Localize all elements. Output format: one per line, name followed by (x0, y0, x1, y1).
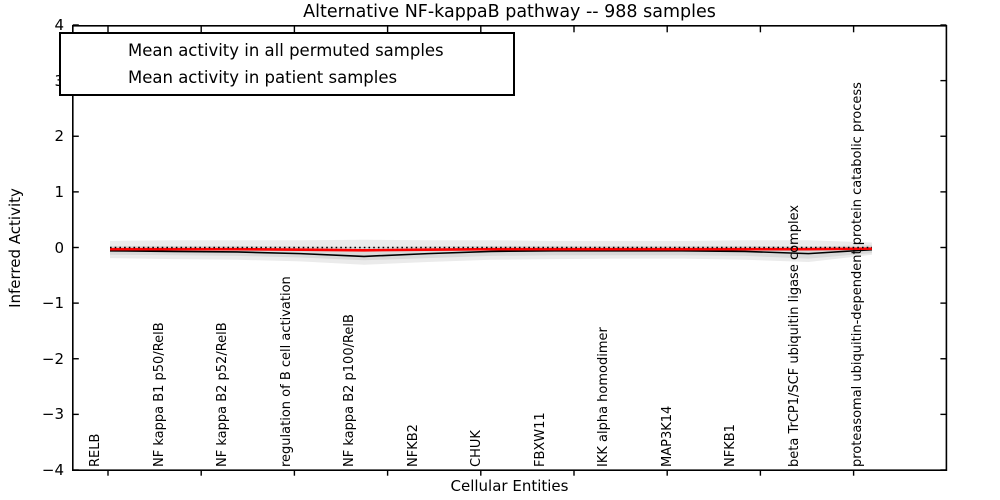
y-tick-label: 1 (54, 182, 64, 201)
chart-title: Alternative NF-kappaB pathway -- 988 sam… (303, 2, 716, 22)
y-axis-label: Inferred Activity (6, 188, 24, 308)
y-tick-label: −1 (41, 294, 64, 313)
legend: Mean activity in all permuted samples Me… (59, 32, 515, 96)
x-tick-label: CHUK (469, 430, 484, 467)
x-tick-label: regulation of B cell activation (278, 276, 294, 467)
legend-label-permuted: Mean activity in all permuted samples (128, 40, 444, 60)
x-tick-label: NF kappa B2 p100/RelB (342, 314, 357, 467)
legend-item-patient: Mean activity in patient samples (61, 64, 513, 91)
y-tick-label: −3 (41, 405, 64, 424)
y-tick-label: 2 (54, 127, 64, 146)
y-tick-label: 0 (54, 238, 64, 257)
x-tick-label: NFKB1 (723, 424, 738, 467)
y-tick-label: 4 (54, 16, 64, 34)
x-tick-label: beta TrCP1/SCF ubiquitin ligase complex (786, 204, 802, 467)
x-axis-label: Cellular Entities (450, 477, 569, 495)
x-tick-label: FBXW11 (532, 412, 548, 467)
permuted-mean-line (109, 248, 873, 258)
x-tick-label: RELB (88, 433, 103, 467)
x-tick-label: IKK alpha homodimer (596, 327, 611, 467)
y-tick-label: −4 (41, 461, 64, 479)
x-tick-label: NF kappa B1 p50/RelB (151, 322, 167, 467)
y-tick-label: 3 (24, 72, 64, 90)
x-tick-label: NF kappa B2 p52/RelB (215, 322, 230, 467)
y-tick-label: −2 (41, 349, 64, 368)
x-tick-label: proteasomal ubiquitin-dependent protein … (850, 82, 865, 467)
x-tick-label: MAP3K14 (659, 405, 675, 467)
x-tick-label: NFKB2 (405, 424, 421, 467)
legend-item-permuted: Mean activity in all permuted samples (61, 37, 513, 64)
legend-label-patient: Mean activity in patient samples (128, 68, 398, 88)
patient-mean-line (110, 247, 873, 252)
